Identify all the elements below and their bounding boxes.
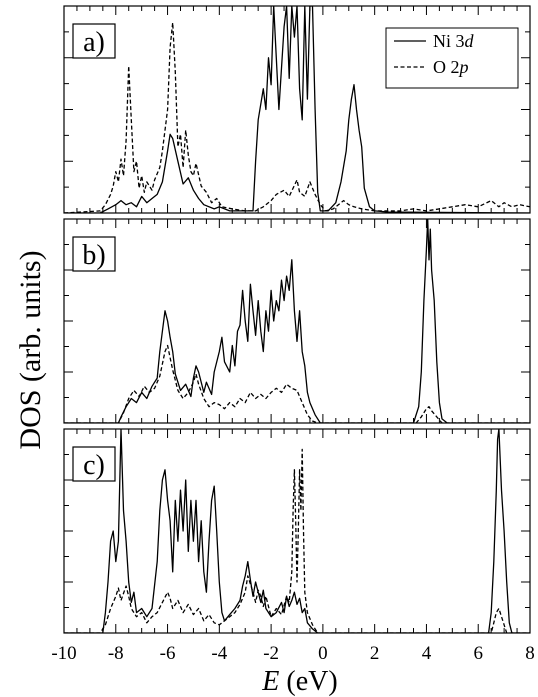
panel-label: c) xyxy=(72,446,116,482)
ni-3d-line xyxy=(64,429,530,633)
x-axis-label: E (eV) xyxy=(261,666,337,697)
panel-c: c) xyxy=(63,428,531,634)
x-tick-label: -2 xyxy=(263,643,279,664)
panel-a: a) xyxy=(63,5,531,214)
x-tick-label: 8 xyxy=(525,643,535,664)
o-2p-line xyxy=(64,448,530,633)
panel-label-box xyxy=(72,446,116,482)
legend: Ni 3d O 2p xyxy=(385,27,519,89)
x-tick-label: 6 xyxy=(473,643,483,664)
o-2p-line xyxy=(64,344,530,423)
x-tick-label: 0 xyxy=(318,643,328,664)
ni-3d-line xyxy=(64,6,530,213)
panel-label-box xyxy=(72,23,116,59)
x-axis: -10 -8 -6 -4 -2 0 2 4 6 8 xyxy=(51,643,534,664)
x-tick-label: -6 xyxy=(160,643,176,664)
panel-frame xyxy=(63,218,531,424)
panel-label-text: b) xyxy=(82,240,105,271)
panel-label: a) xyxy=(72,23,116,59)
ni-3d-line xyxy=(64,219,530,423)
panel-label-text: a) xyxy=(83,27,105,58)
y-axis-label: DOS (arb. units) xyxy=(14,250,47,449)
x-tick-label: -4 xyxy=(211,643,227,664)
panel-label-text: c) xyxy=(83,450,105,481)
legend-entry-label: O 2p xyxy=(433,57,469,77)
o-2p-line xyxy=(64,21,530,213)
panels-group: a) b) c) Ni 3d O 2p xyxy=(63,5,531,634)
panel-label: b) xyxy=(72,236,116,272)
panel-label-box xyxy=(72,236,116,272)
panel-b: b) xyxy=(63,218,531,424)
legend-box xyxy=(385,27,519,89)
legend-entry-label: Ni 3d xyxy=(433,31,475,51)
x-tick-label: 2 xyxy=(370,643,380,664)
x-tick-label: -10 xyxy=(51,643,76,664)
x-tick-label: -8 xyxy=(108,643,124,664)
x-tick-label: 4 xyxy=(422,643,432,664)
